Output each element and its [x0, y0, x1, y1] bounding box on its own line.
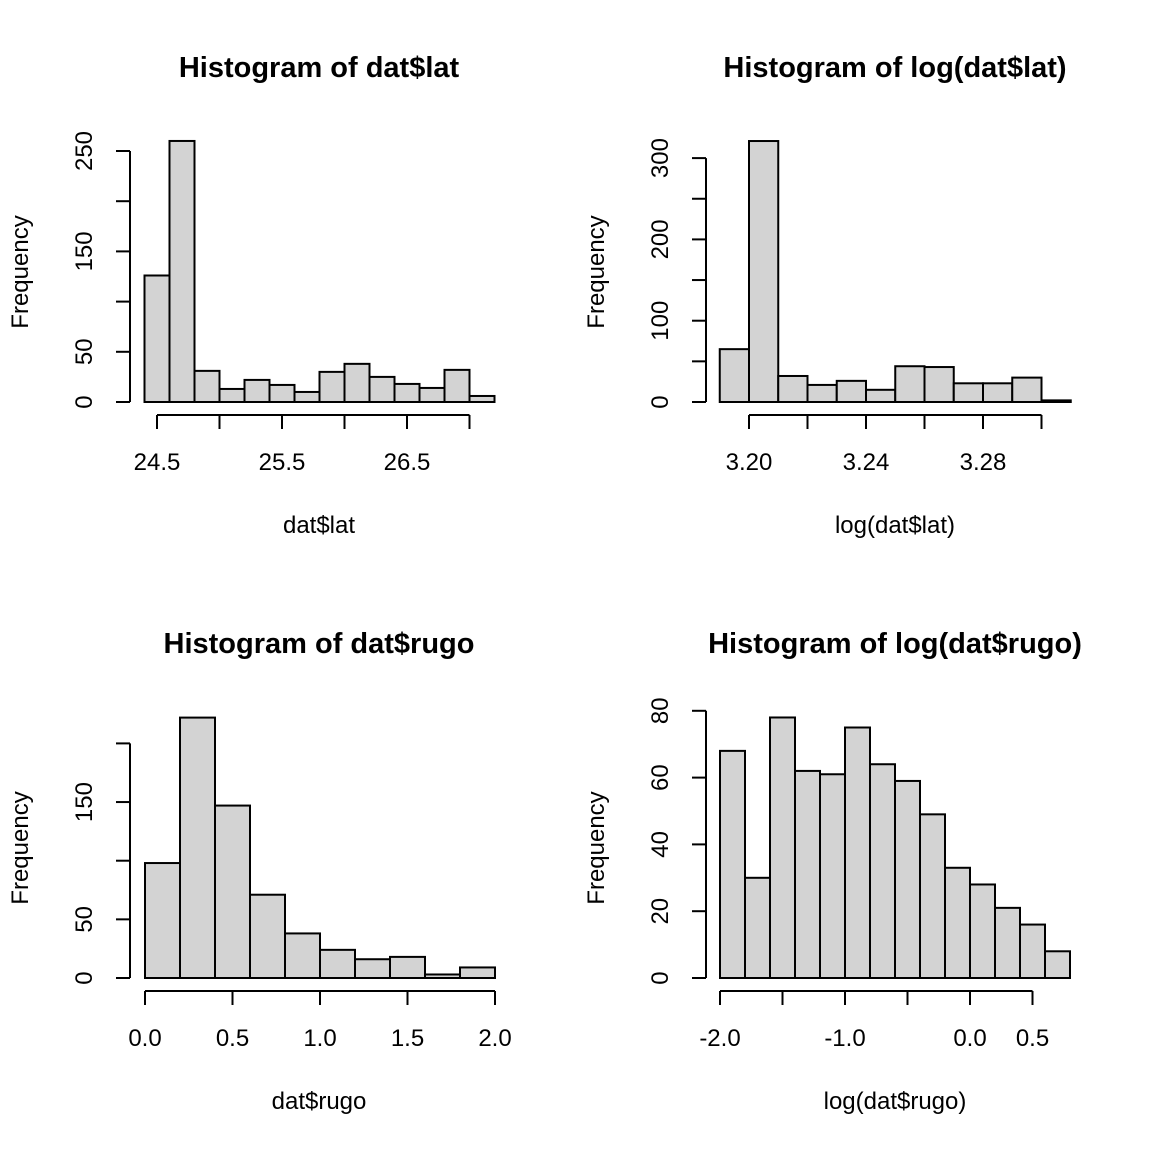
histogram-bar [869, 763, 896, 979]
histogram-bar [459, 966, 496, 979]
histogram-bar [894, 365, 926, 403]
histogram-bar [923, 366, 955, 403]
x-tick-label: 0.0 [128, 1025, 161, 1052]
x-axis-label: log(dat$rugo) [824, 1088, 967, 1115]
histogram-bar [418, 386, 446, 403]
histogram-bar [193, 369, 221, 404]
histogram-panel: Histogram of dat$rugo 0.0 0.5 1.0 1.5 2.0 dat$… [7, 628, 512, 1115]
histogram-bar [318, 370, 346, 404]
y-axis-label: Frequency [7, 215, 34, 328]
x-tick-label: 1.0 [303, 1025, 336, 1052]
x-tick-label: 2.0 [478, 1025, 511, 1052]
histogram-bar [806, 383, 838, 404]
histogram-bar [168, 139, 196, 404]
y-tick-label: 0 [71, 971, 98, 984]
histogram-bar [179, 716, 216, 979]
y-axis-label: Frequency [583, 215, 610, 328]
histogram-bar [243, 378, 271, 403]
x-axis-label: log(dat$lat) [835, 512, 955, 539]
y-tick-label: 200 [647, 219, 674, 259]
histogram-bar [1044, 950, 1071, 980]
y-axis-label: Frequency [583, 791, 610, 904]
histogram-panel: Histogram of log(dat$lat) 3.20 3.24 3.28 log… [583, 52, 1072, 539]
x-tick-label: 25.5 [259, 449, 306, 476]
histogram-bar [293, 390, 321, 403]
chart-title: Histogram of log(dat$lat) [723, 52, 1066, 84]
x-tick-label: 3.20 [726, 449, 773, 476]
y-tick-label: 150 [71, 782, 98, 822]
y-tick-label: 20 [647, 898, 674, 925]
histogram-bar [748, 140, 780, 403]
histogram-bar [319, 948, 356, 980]
x-tick-label: 0.5 [216, 1025, 249, 1052]
histogram-bar [1040, 399, 1072, 403]
histogram-bar [214, 804, 251, 979]
y-tick-label: 80 [647, 697, 674, 724]
histogram-bar [343, 362, 371, 403]
chart-title: Histogram of dat$rugo [164, 628, 475, 660]
histogram-bar [865, 388, 897, 403]
y-tick-label: 0 [71, 395, 98, 408]
histogram-bar [424, 973, 461, 980]
histogram-bar [443, 368, 471, 404]
histogram-bar [719, 749, 746, 979]
x-tick-label: 1.5 [391, 1025, 424, 1052]
chart-title: Histogram of dat$lat [179, 52, 460, 84]
histogram-bar [969, 883, 996, 979]
histogram-bar [835, 379, 867, 403]
x-axis-label: dat$lat [283, 512, 355, 539]
y-tick-label: 40 [647, 831, 674, 858]
histogram-bar [952, 382, 984, 403]
chart-title: Histogram of log(dat$rugo) [708, 628, 1082, 660]
histogram-bar [144, 862, 181, 980]
histogram-bar [718, 348, 750, 403]
histogram-bar [982, 382, 1014, 403]
y-tick-label: 150 [71, 231, 98, 271]
y-tick-label: 0 [647, 971, 674, 984]
y-tick-label: 60 [647, 764, 674, 791]
histogram-bar [819, 773, 846, 980]
histogram-panel: Histogram of log(dat$rugo) -2.0 -1.0 0.0 0.5… [583, 628, 1082, 1115]
y-tick-label: 0 [647, 395, 674, 408]
histogram-bar [769, 716, 796, 979]
histogram-bar [894, 779, 921, 979]
histogram-bar [354, 958, 391, 979]
histogram-bar [393, 382, 421, 404]
histogram-bar [777, 374, 809, 404]
histogram-bar [994, 906, 1021, 979]
histogram-bar [218, 387, 246, 403]
x-tick-label: 0.0 [953, 1025, 986, 1052]
y-tick-label: 50 [71, 906, 98, 933]
y-tick-label: 300 [647, 138, 674, 178]
histogram-bar [284, 932, 321, 980]
x-tick-label: 3.28 [960, 449, 1007, 476]
x-tick-label: -1.0 [824, 1025, 865, 1052]
histogram-bar [844, 726, 871, 979]
x-tick-label: 24.5 [134, 449, 181, 476]
histogram-bar [744, 876, 771, 979]
histogram-bar [389, 955, 426, 979]
y-tick-label: 50 [71, 338, 98, 365]
x-tick-label: 26.5 [384, 449, 431, 476]
y-tick-label: 100 [647, 301, 674, 341]
histogram-bar [143, 274, 171, 403]
histogram-bar [1011, 376, 1043, 403]
histogram-bar [368, 375, 396, 403]
histogram-bar [944, 866, 971, 980]
histogram-bar [1019, 923, 1046, 979]
y-axis-label: Frequency [7, 791, 34, 904]
y-tick-label: 250 [71, 131, 98, 171]
x-tick-label: 3.24 [843, 449, 890, 476]
x-tick-label: -2.0 [699, 1025, 740, 1052]
histogram-bar [468, 394, 496, 404]
histogram-bar [268, 383, 296, 404]
histogram-bar [794, 769, 821, 979]
histogram-bar [249, 893, 286, 979]
x-axis-label: dat$rugo [272, 1088, 367, 1115]
histogram-bar [919, 813, 946, 980]
histogram-panel: Histogram of dat$lat 24.5 25.5 26.5 dat$lat 0… [7, 52, 496, 539]
x-tick-label: 0.5 [1016, 1025, 1049, 1052]
